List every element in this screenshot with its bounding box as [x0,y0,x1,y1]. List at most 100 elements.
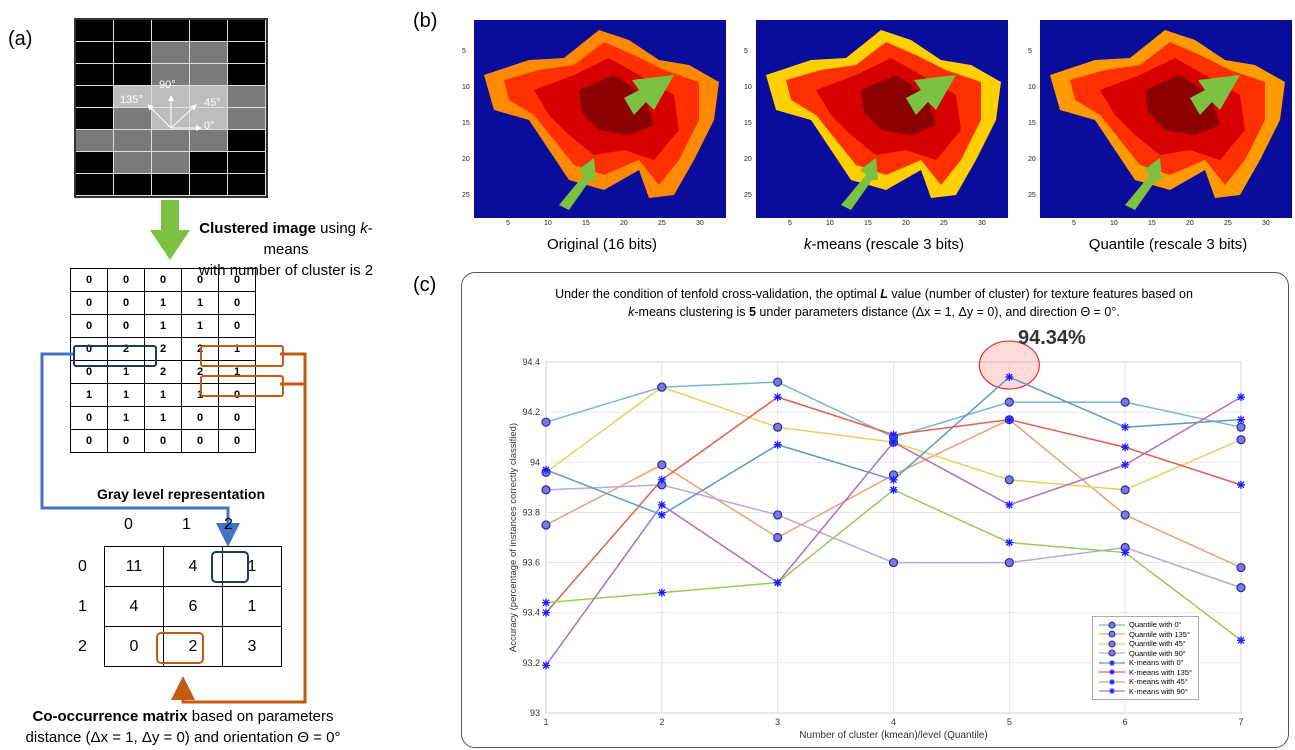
data-point-circle [773,532,783,543]
data-point-star [657,510,666,519]
y-tick-label: 20 [1028,156,1036,163]
gray-level-cell: 1 [107,406,145,430]
caption-kmeans: k-means (rescale 3 bits) [803,236,965,253]
image-pixel [76,86,114,108]
x-axis-label: Number of cluster (kmean)/level (Quantil… [799,730,987,741]
legend-label: K-means with 90° [1129,686,1188,696]
image-pixel [152,20,190,42]
data-point-star [773,393,782,402]
image-pixel [114,174,152,196]
gray-level-cell: 0 [107,291,145,315]
x-tick-label: 30 [696,220,704,227]
gray-level-cell: 1 [144,314,182,338]
data-point-circle [1120,485,1130,495]
clustered-image: 135° 90° 45° 0° [74,18,268,198]
image-pixel [152,42,190,64]
y-tick-label: 15 [462,120,470,127]
legend-label: Quantile with 135° [1129,629,1190,639]
image-pixel [228,64,266,86]
data-point-star [773,440,782,449]
data-point-circle [541,417,551,427]
data-point-star [1121,423,1130,432]
data-point-circle [1120,510,1130,520]
data-point-circle [541,485,551,495]
data-point-star [773,578,782,587]
image-pixel [228,174,266,196]
x-tick-label: 5 [1007,717,1012,727]
legend-entry: Quantile with 0° [1099,620,1192,630]
gray-level-cell: 0 [70,291,108,315]
y-tick-label: 25 [462,192,470,199]
data-point-circle [773,422,783,432]
data-point-circle [1236,562,1246,573]
cooc-highlight-blue [211,551,249,583]
data-point-circle [1236,422,1246,432]
image-pixel [152,152,190,174]
highlight-pair-orange-1 [200,345,284,367]
image-pixel [76,20,114,42]
legend-label: Quantile with 90° [1129,648,1186,658]
cooc-cell: 11 [104,546,164,587]
data-point-star [889,475,898,484]
legend-swatch [1099,668,1125,676]
legend-swatch [1099,640,1125,648]
gray-level-cell: 0 [181,429,219,453]
data-point-circle [773,510,783,520]
highlight-value: 94.34% [1018,327,1086,349]
data-point-circle [657,460,667,470]
data-point-circle [541,520,551,530]
legend-swatch [1099,621,1125,629]
data-point-star [889,438,898,447]
x-tick-label: 6 [1123,717,1128,727]
gray-level-cell: 0 [70,429,108,453]
gray-level-cell: 1 [107,383,145,407]
image-pixel [190,108,228,130]
x-tick-label: 15 [582,220,590,227]
x-tick-label: 30 [1262,220,1270,227]
data-point-star [1237,636,1245,645]
image-pixel [76,174,114,196]
image-pixel [114,152,152,174]
data-point-star [889,485,898,494]
legend-swatch [1099,678,1125,686]
image-pixel [76,130,114,152]
y-tick-label: 94.4 [522,357,540,367]
y-tick-label: 10 [744,84,752,91]
image-pixel [190,20,228,42]
image-pixel [228,42,266,64]
gray-level-cell: 1 [144,383,182,407]
legend-swatch [1099,687,1125,695]
gray-level-cell: 1 [144,406,182,430]
panel-b-label: (b) [413,10,438,32]
gray-level-cell: 0 [144,429,182,453]
y-tick-label: 10 [1028,84,1036,91]
y-tick-label: 93.2 [522,658,540,668]
data-point-circle [1004,475,1014,485]
heatmap-image [756,20,1008,218]
image-pixel [76,64,114,86]
x-tick-label: 10 [544,220,552,227]
gray-level-cell: 1 [181,314,219,338]
direction-arrows-diagram [147,95,202,131]
legend-label: K-means with 0° [1129,658,1184,668]
image-pixel [114,86,152,108]
x-tick-label: 1 [543,717,548,727]
cooc-header-1: 1 [182,516,191,533]
legend-label: K-means with 135° [1129,667,1193,677]
gray-level-cell: 1 [70,383,108,407]
gray-level-cell: 0 [218,291,256,315]
x-tick-label: 20 [1186,220,1194,227]
gray-level-cell: 0 [70,406,108,430]
panel-a-label: (a) [8,28,33,50]
y-axis-label: Accuracy (percentage of instances correc… [508,423,519,652]
cooc-rowhead-0: 0 [78,558,87,575]
data-point-circle [1004,557,1014,568]
data-point-star [1005,373,1014,382]
data-point-circle [773,377,783,387]
gray-level-cell: 0 [107,314,145,338]
data-point-circle [1236,435,1246,445]
x-tick-label: 20 [902,220,910,227]
gray-level-cell: 0 [70,268,108,292]
x-tick-label: 5 [506,220,510,227]
chart-title: Under the condition of tenfold cross-val… [555,287,1193,319]
